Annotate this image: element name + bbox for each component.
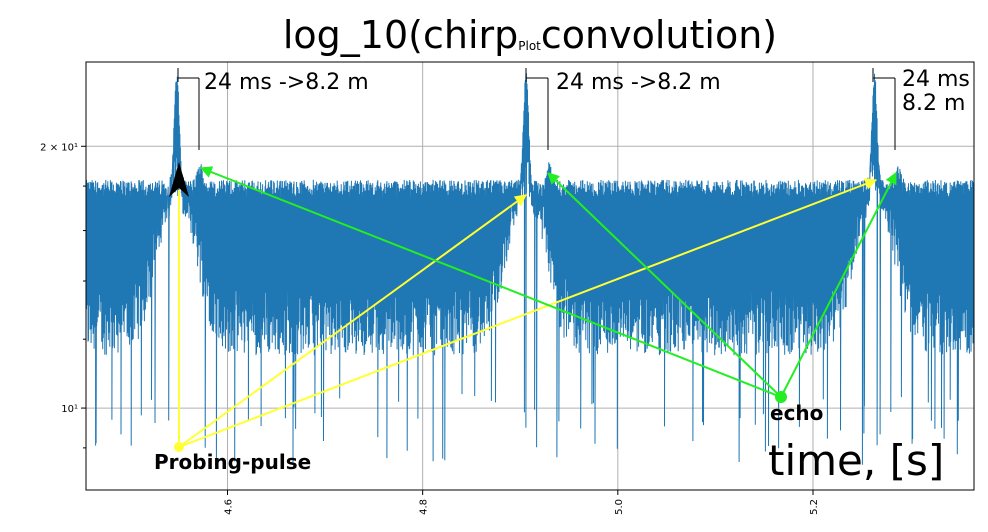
y-tick-label: 2 × 10¹ xyxy=(40,142,78,153)
title-tail: convolution) xyxy=(541,13,777,57)
x-tick-label: 4.8 xyxy=(419,499,430,515)
series-line xyxy=(86,73,974,465)
echo-arrow-2 xyxy=(547,172,782,398)
title-main: log_10(chirp xyxy=(283,13,518,57)
probing-arrow-2 xyxy=(178,194,527,448)
x-tick-label: 5.0 xyxy=(614,499,625,515)
echo-point xyxy=(775,391,787,403)
probing-arrows xyxy=(174,178,878,452)
delay-bracket-3: 24 ms 8.2 m xyxy=(872,67,970,150)
echo-label: echo xyxy=(770,401,823,425)
annotations: 24 ms ->8.2 m 24 ms ->8.2 m 24 ms 8.2 m xyxy=(154,67,970,485)
probing-pointer-icon xyxy=(169,162,189,197)
probing-pulse-label: Probing-pulse xyxy=(154,450,311,474)
delay-label-1: 24 ms ->8.2 m xyxy=(204,70,369,95)
axes: 4.6 4.8 5.0 5.2 10¹ 2 × 10¹ xyxy=(40,142,820,515)
echo-arrows xyxy=(199,166,897,403)
probing-point xyxy=(174,442,184,452)
delay-label-2: 24 ms ->8.2 m xyxy=(556,70,721,95)
plot-frame xyxy=(85,61,975,491)
y-tick-label: 10¹ xyxy=(61,404,78,415)
x-tick-label: 4.6 xyxy=(223,499,234,515)
echo-arrow-1 xyxy=(199,166,782,398)
delay-bracket-1: 24 ms ->8.2 m xyxy=(177,68,369,150)
probing-arrow-3 xyxy=(178,178,878,448)
title-subscript: Plot xyxy=(518,39,541,53)
delay-label-3a: 24 ms xyxy=(902,67,970,92)
delay-bracket-2: 24 ms ->8.2 m xyxy=(525,68,721,150)
delay-label-3b: 8.2 m xyxy=(902,91,965,116)
x-tick-label: 5.2 xyxy=(809,499,820,515)
echo-arrow-3 xyxy=(780,171,897,398)
x-axis-label: time, [s] xyxy=(768,436,944,485)
chart-title: log_10(chirpPlotconvolution) xyxy=(283,13,777,57)
